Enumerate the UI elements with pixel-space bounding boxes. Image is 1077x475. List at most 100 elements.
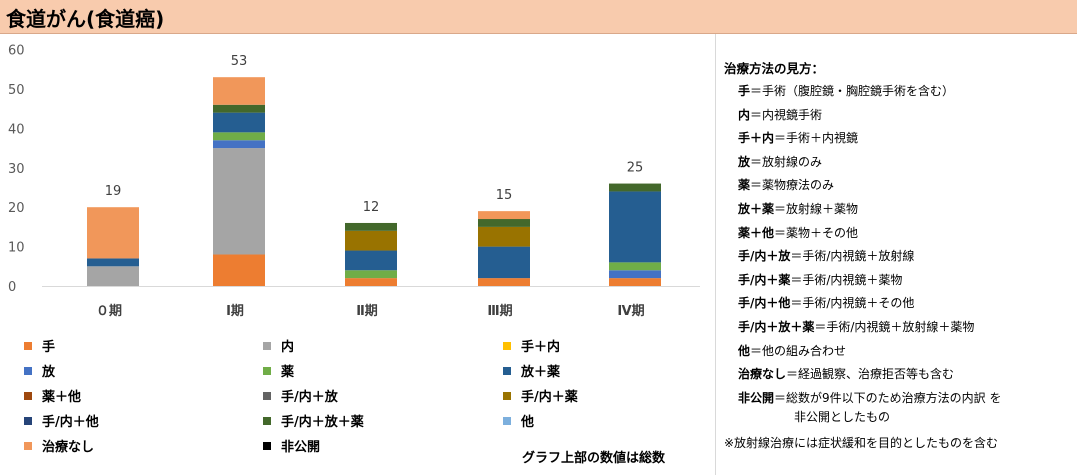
y-tick-label: 50 — [8, 83, 25, 98]
legend-label: 放＋薬 — [521, 365, 561, 380]
explanation-text: ＝手術/内視鏡＋放射線＋薬物 — [814, 320, 975, 334]
legend-swatch — [263, 342, 271, 350]
legend-item: 手/内＋他 — [24, 414, 99, 432]
legend-swatch — [24, 392, 32, 400]
explanation-text: ＝放射線＋薬物 — [774, 202, 859, 216]
explanation-key: 手 — [738, 84, 751, 98]
bar-segment — [87, 266, 139, 286]
x-tick-label: Ⅲ期 — [487, 304, 512, 319]
explanation-key: 治療なし — [738, 367, 787, 382]
page-title: 食道がん(食道癌) — [6, 7, 165, 31]
explanation-key: 他 — [738, 343, 751, 358]
bar-segment — [345, 250, 397, 271]
total-label: 15 — [496, 188, 513, 203]
legend-label: 薬 — [281, 365, 295, 380]
x-tick-label: Ⅰ期 — [226, 304, 244, 319]
legend-swatch — [263, 417, 271, 425]
bar-segment — [213, 254, 265, 286]
y-tick-label: 20 — [8, 201, 25, 216]
explanation-row: 非公開＝総数が9件以下のため治療方法の内訳 を — [738, 389, 1001, 406]
explanation-row: 内＝内視鏡手術 — [738, 106, 822, 123]
bar-segment — [478, 246, 530, 279]
bar-segment — [213, 132, 265, 141]
legend-label: 治療なし — [42, 440, 95, 455]
bar-segment — [87, 258, 139, 267]
explanation-row: 放＋薬＝放射線＋薬物 — [738, 200, 858, 217]
explanation-key: 手＋内 — [738, 131, 775, 146]
explanation-key: 非公開 — [738, 390, 775, 405]
legend-swatch — [263, 442, 271, 450]
legend-label: 非公開 — [281, 440, 321, 455]
explanation-key: 放＋薬 — [738, 202, 775, 216]
explanation-text: ＝手術/内視鏡＋放射線 — [790, 249, 915, 264]
explanation-key: 手/内＋放＋薬 — [738, 320, 815, 334]
legend-item: 放 — [24, 364, 55, 382]
explanation-row: 治療なし＝経過観察、治療拒否等も含む — [738, 365, 954, 382]
explanation-key: 内 — [738, 107, 751, 122]
explanation-row: 手＝手術（腹腔鏡・胸腔鏡手術を含む） — [738, 82, 954, 99]
legend-label: 内 — [281, 340, 295, 355]
bar-segment — [345, 230, 397, 251]
legend-label: 他 — [521, 415, 535, 430]
legend-item: 手 — [24, 339, 55, 357]
explanation-text: ＝内視鏡手術 — [750, 107, 823, 122]
bar-segment — [478, 211, 530, 220]
legend-label: 手/内＋放 — [281, 390, 338, 405]
explanation-row: 薬＝薬物療法のみ — [738, 176, 834, 193]
explanation-text: ＝手術/内視鏡＋その他 — [790, 296, 915, 311]
bar-segment — [609, 183, 661, 192]
legend-swatch — [263, 392, 271, 400]
explanation-text: ＝手術/内視鏡＋薬物 — [790, 272, 903, 287]
explanation-row: 手＋内＝手術＋内視鏡 — [738, 129, 858, 146]
legend-label: 手/内＋放＋薬 — [281, 415, 364, 430]
explanation-key: 薬 — [738, 178, 751, 193]
legend-swatch — [263, 367, 271, 375]
legend-item: 他 — [503, 414, 534, 432]
x-tick-label: Ⅳ期 — [617, 304, 644, 319]
bar-segment — [213, 77, 265, 105]
y-tick-label: 10 — [8, 241, 25, 256]
legend-swatch — [503, 417, 511, 425]
bar-segment — [213, 104, 265, 113]
explanation-row: 手/内＋放＋薬＝手術/内視鏡＋放射線＋薬物 — [738, 318, 974, 335]
explanation-text: ＝他の組み合わせ — [750, 343, 847, 358]
explanation-text: ＝経過観察、治療拒否等も含む — [786, 367, 955, 382]
y-tick-label: 0 — [8, 280, 16, 295]
bar-segment — [478, 219, 530, 227]
explanation-key: 薬＋他 — [738, 225, 775, 240]
title-bar: 食道がん(食道癌) — [0, 0, 1077, 34]
legend-item: 手＋内 — [503, 339, 560, 357]
bar-segment — [345, 270, 397, 279]
legend-label: 手 — [42, 340, 56, 355]
legend-item: 手/内＋薬 — [503, 389, 578, 407]
stacked-bar-chart: 0 10 20 30 40 50 60 19 ０期 53 Ⅰ期 12 Ⅱ期 15 Ⅲ期 25 Ⅳ期 — [8, 44, 700, 319]
explanation-heading: 治療方法の見方： — [724, 61, 825, 76]
legend-item: 内 — [263, 339, 294, 357]
total-label: 12 — [363, 200, 380, 215]
bar-segment — [478, 226, 530, 247]
explanation-panel: 治療方法の見方： 手＝手術（腹腔鏡・胸腔鏡手術を含む） 内＝内視鏡手術 手＋内＝手術… — [716, 34, 1077, 475]
explanation-text: ＝薬物＋その他 — [774, 225, 859, 240]
bar-segment — [213, 112, 265, 133]
total-label: 25 — [627, 161, 644, 176]
total-label: 19 — [105, 184, 122, 199]
legend-label: 放 — [42, 365, 56, 380]
legend-item: 薬＋他 — [24, 389, 81, 407]
legend-item: 薬 — [263, 364, 294, 382]
explanation-key: 手/内＋放 — [738, 249, 791, 264]
bar-segment — [87, 207, 139, 259]
total-label: 53 — [231, 54, 248, 69]
legend-swatch — [503, 392, 511, 400]
legend-swatch — [503, 342, 511, 350]
bar-segment — [213, 140, 265, 149]
chart-area: 0 10 20 30 40 50 60 19 ０期 53 Ⅰ期 12 Ⅱ期 15 Ⅲ期 25 Ⅳ期 手 内 手＋内放… — [0, 34, 716, 475]
legend-label: 薬＋他 — [42, 390, 82, 405]
explanation-row: 他＝他の組み合わせ — [738, 342, 846, 359]
explanation-text: ＝手術（腹腔鏡・胸腔鏡手術を含む） — [750, 84, 955, 98]
bar-segment — [609, 278, 661, 286]
bar-segment — [345, 278, 397, 286]
legend-label: 手/内＋他 — [42, 415, 99, 430]
y-tick-label: 40 — [8, 122, 25, 137]
bar-segment — [213, 148, 265, 255]
explanation-text: ＝手術＋内視鏡 — [774, 131, 859, 146]
